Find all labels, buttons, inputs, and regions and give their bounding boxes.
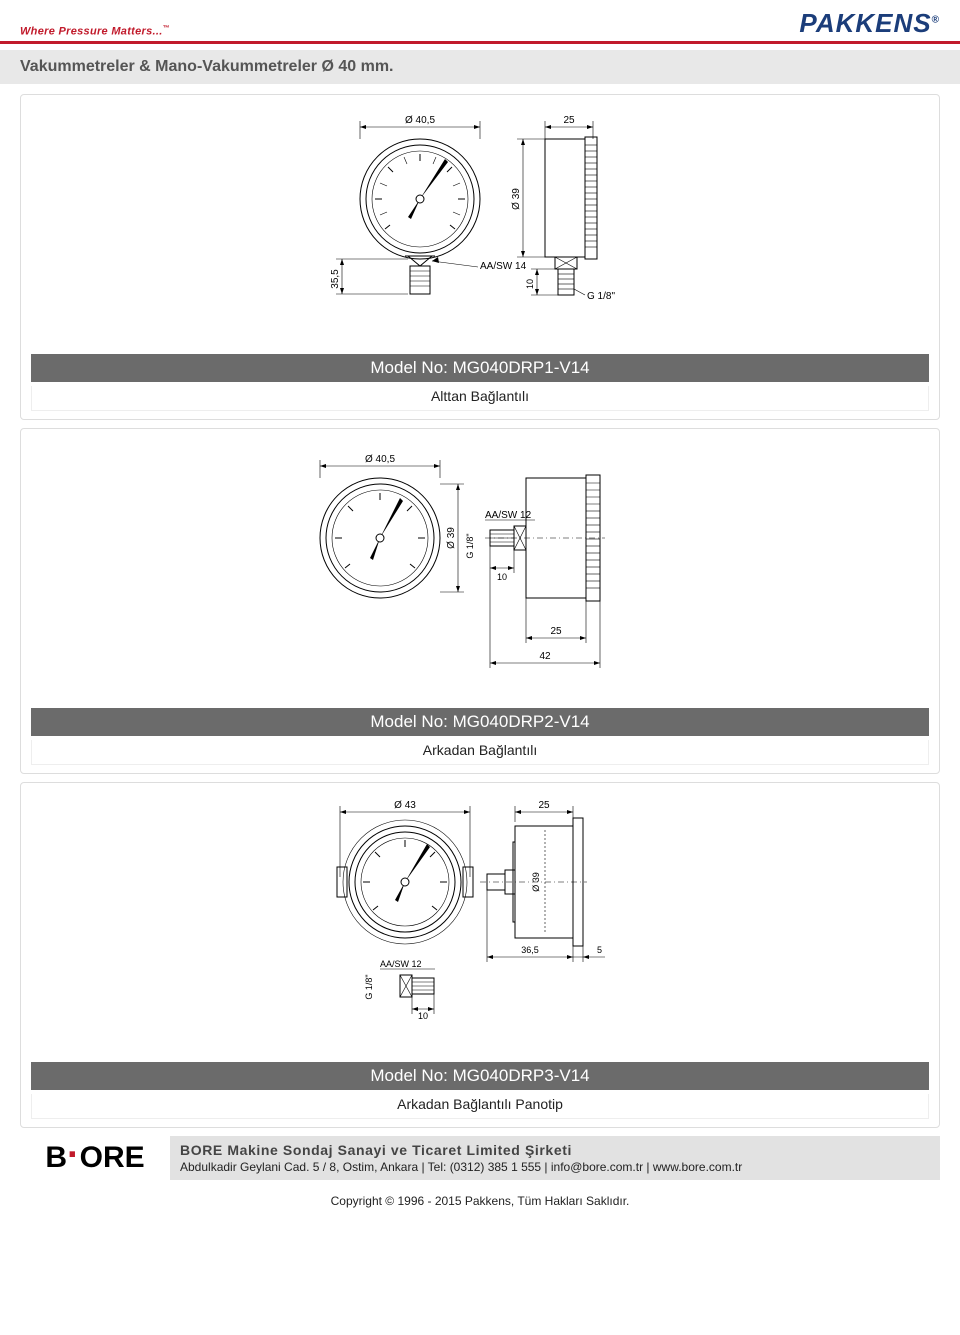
model-number: Model No: MG040DRP1-V14 bbox=[31, 354, 929, 382]
brand-reg: ® bbox=[932, 14, 940, 25]
dim-5: 5 bbox=[597, 945, 602, 955]
dim-body-dia: Ø 39 bbox=[511, 188, 522, 210]
tagline: Where Pressure Matters...™ bbox=[20, 25, 170, 41]
wrench-label: AA/SW 14 bbox=[480, 261, 527, 272]
dim-body-dia: Ø 39 bbox=[531, 872, 541, 892]
brand-logo: PAKKENS® bbox=[799, 8, 940, 41]
product-card: Ø 40,5 bbox=[20, 94, 940, 420]
product-diagram-1: Ø 40,5 bbox=[300, 109, 660, 339]
footer-company: BORE Makine Sondaj Sanayi ve Ticaret Lim… bbox=[180, 1142, 930, 1158]
footer-address: Abdulkadir Geylani Cad. 5 / 8, Ostim, An… bbox=[180, 1160, 930, 1174]
dim-body-dia: Ø 39 bbox=[446, 527, 457, 549]
dim-25: 25 bbox=[538, 800, 550, 811]
dim-10: 10 bbox=[525, 279, 535, 289]
dim-10: 10 bbox=[418, 1011, 428, 1021]
diagram-area: Ø 40,5 bbox=[21, 429, 939, 704]
dim-stem-h: 35,5 bbox=[330, 269, 341, 289]
model-number: Model No: MG040DRP2-V14 bbox=[31, 708, 929, 736]
dim-10: 10 bbox=[497, 572, 507, 582]
footer-logo: B·ORE bbox=[20, 1136, 170, 1180]
copyright: Copyright © 1996 - 2015 Pakkens, Tüm Hak… bbox=[0, 1194, 960, 1208]
thread-label: G 1/8" bbox=[465, 533, 475, 558]
model-number: Model No: MG040DRP3-V14 bbox=[31, 1062, 929, 1090]
product-diagram-2: Ø 40,5 bbox=[280, 443, 680, 693]
dim-diameter: Ø 40,5 bbox=[365, 454, 395, 465]
page-header: Where Pressure Matters...™ PAKKENS® bbox=[0, 0, 960, 44]
dim-diameter: Ø 40,5 bbox=[405, 115, 435, 126]
product-diagram-3: Ø 43 bbox=[290, 797, 670, 1047]
dim-diameter: Ø 43 bbox=[394, 800, 416, 811]
footer: B·ORE BORE Makine Sondaj Sanayi ve Ticar… bbox=[20, 1136, 940, 1180]
tagline-text: Where Pressure Matters... bbox=[20, 26, 163, 38]
thread-label: G 1/8" bbox=[587, 291, 615, 302]
tagline-tm: ™ bbox=[163, 25, 170, 32]
dim-25: 25 bbox=[550, 626, 562, 637]
dim-width: 25 bbox=[563, 115, 575, 126]
thread-label: G 1/8" bbox=[364, 974, 374, 999]
dim-42: 42 bbox=[539, 651, 551, 662]
diagram-area: Ø 40,5 bbox=[21, 95, 939, 350]
wrench-label: AA/SW 12 bbox=[380, 959, 422, 969]
category-title: Vakummetreler & Mano-Vakummetreler Ø 40 … bbox=[0, 50, 960, 84]
footer-text: BORE Makine Sondaj Sanayi ve Ticaret Lim… bbox=[170, 1136, 940, 1180]
product-subtitle: Arkadan Bağlantılı Panotip bbox=[31, 1094, 929, 1119]
product-subtitle: Arkadan Bağlantılı bbox=[31, 740, 929, 765]
product-card: Ø 40,5 bbox=[20, 428, 940, 774]
diagram-area: Ø 43 bbox=[21, 783, 939, 1058]
product-card: Ø 43 bbox=[20, 782, 940, 1128]
product-subtitle: Alttan Bağlantılı bbox=[31, 386, 929, 411]
brand-text: PAKKENS bbox=[799, 8, 931, 38]
wrench-label: AA/SW 12 bbox=[485, 510, 532, 521]
dim-36: 36,5 bbox=[521, 945, 539, 955]
